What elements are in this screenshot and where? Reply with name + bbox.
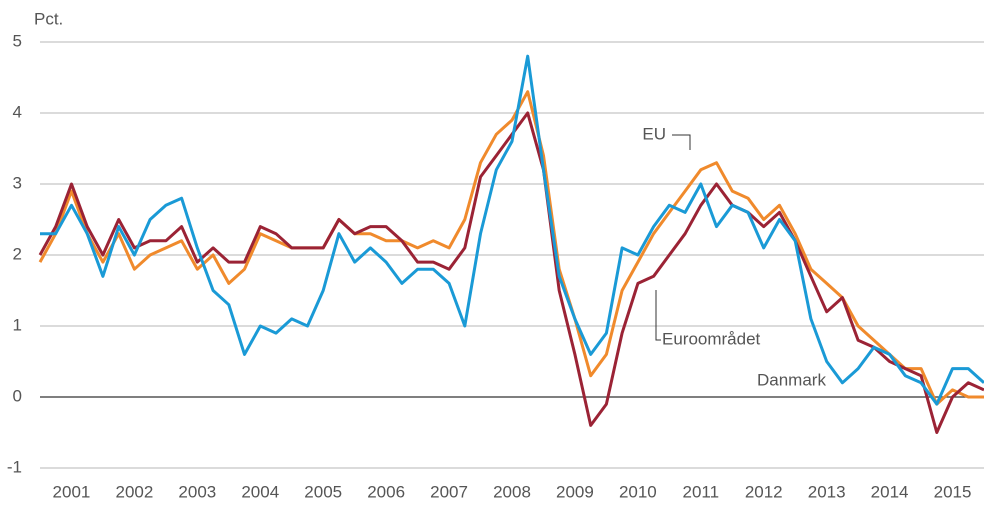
- x-tick-label: 2011: [683, 482, 720, 501]
- leader-line: [655, 290, 661, 341]
- x-tick-label: 2006: [367, 482, 405, 501]
- x-tick-label: 2014: [871, 482, 909, 501]
- x-tick-label: 2013: [808, 482, 846, 501]
- leader-line: [672, 134, 691, 150]
- x-tick-label: 2015: [934, 482, 972, 501]
- series-line: [38, 90, 984, 406]
- series-annotation: Euroområdet: [662, 329, 761, 348]
- grid: [40, 41, 984, 469]
- x-tick-label: 2002: [115, 482, 153, 501]
- x-tick-label: 2012: [745, 482, 783, 501]
- x-tick-label: 2010: [619, 482, 657, 501]
- x-tick-label: 2001: [53, 482, 91, 501]
- y-tick-label: 4: [13, 102, 22, 121]
- series-line: [38, 111, 984, 434]
- series-lines: [38, 54, 984, 434]
- x-tick-label: 2004: [241, 482, 279, 501]
- series-annotation: EU: [642, 124, 666, 143]
- y-tick-label: 0: [13, 386, 22, 405]
- x-tick-label: 2009: [556, 482, 594, 501]
- y-tick-label: 2: [13, 244, 22, 263]
- y-axis-label: Pct.: [34, 9, 63, 28]
- series-line: [40, 54, 984, 406]
- x-tick-label: 2005: [304, 482, 342, 501]
- x-tick-label: 2003: [178, 482, 216, 501]
- y-tick-label: 5: [13, 31, 22, 50]
- y-tick-label: 3: [13, 173, 22, 192]
- y-tick-label: 1: [13, 315, 22, 334]
- series-annotation: Danmark: [757, 370, 826, 389]
- x-tick-label: 2008: [493, 482, 531, 501]
- x-tick-label: 2007: [430, 482, 468, 501]
- y-tick-label: -1: [7, 457, 22, 476]
